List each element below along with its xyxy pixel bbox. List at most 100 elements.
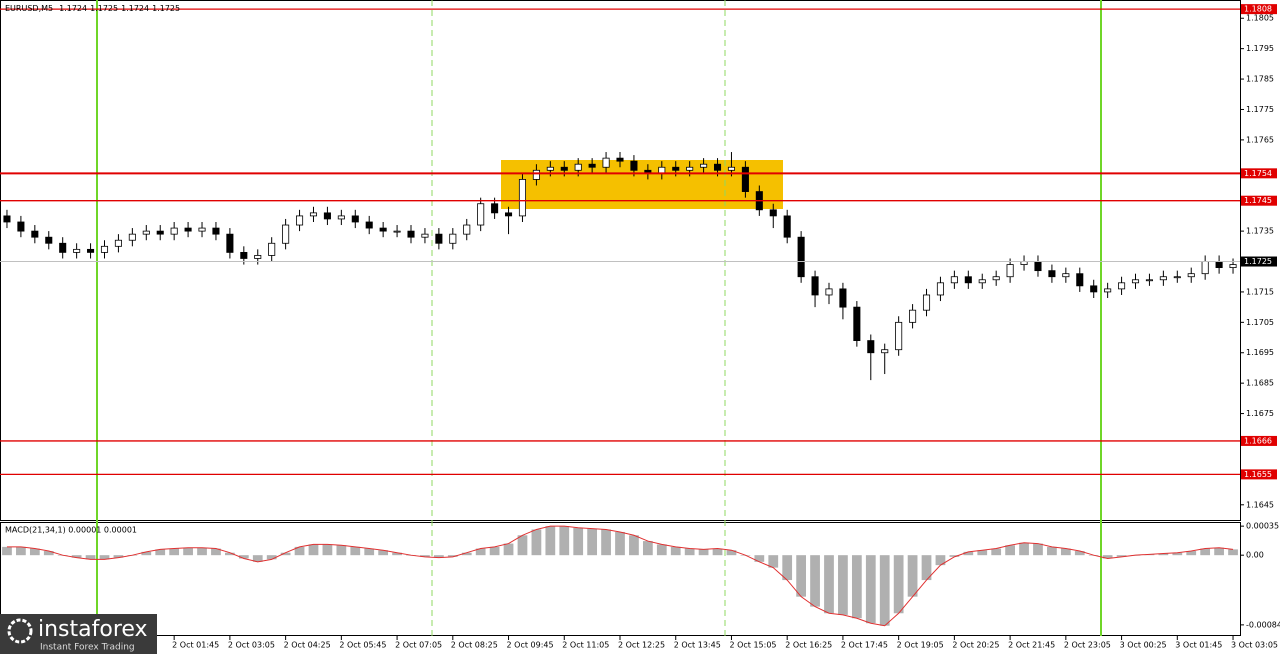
macd-bar — [768, 555, 779, 568]
candle-body — [936, 282, 944, 296]
candle-body — [282, 224, 290, 244]
macd-bar — [336, 545, 347, 556]
header-value: 1.1724 — [59, 4, 87, 13]
macd-bar — [559, 526, 570, 556]
candle-body — [1090, 285, 1098, 293]
macd-bar — [1019, 542, 1029, 556]
macd-bar — [169, 548, 180, 556]
candle-body — [700, 163, 708, 168]
macd-bar — [712, 548, 723, 556]
macd-bar — [113, 555, 124, 558]
y-tick-label: 1.1775 — [1246, 105, 1274, 114]
y-tick-label: 1.1735 — [1246, 227, 1274, 236]
x-tick-label: 2 Oct 11:05 — [562, 641, 609, 650]
macd-bar — [434, 555, 444, 558]
x-tick-label: 3 Oct 00:25 — [1120, 641, 1167, 650]
macd-bar — [573, 527, 584, 556]
macd-bar — [949, 555, 960, 557]
candle-body — [1215, 261, 1223, 269]
candle-body — [421, 233, 429, 238]
macd-bar — [475, 548, 486, 556]
candle-body — [811, 276, 819, 296]
macd-bar — [197, 547, 207, 556]
candle-body — [198, 227, 206, 232]
candle-body — [686, 166, 694, 171]
macd-bar — [991, 548, 1002, 556]
candle-body — [1187, 273, 1195, 278]
macd-bar — [893, 555, 904, 614]
macd-bar — [294, 546, 305, 556]
candle-body — [825, 288, 833, 296]
y-tick-label: 1.1765 — [1246, 135, 1274, 144]
x-tick-label: 2 Oct 09:45 — [507, 641, 554, 650]
candle-body — [1118, 282, 1126, 290]
candle-body — [588, 163, 596, 168]
macd-bar — [921, 555, 932, 581]
macd-panel-border — [0, 522, 1241, 636]
macd-bar — [545, 526, 556, 556]
last-price-label: 1.1725 — [1244, 257, 1272, 266]
macd-bar — [865, 555, 876, 624]
candle-body — [1048, 270, 1056, 278]
candle-body — [268, 242, 276, 256]
candle-body — [574, 163, 582, 171]
level-label-box — [1241, 195, 1277, 206]
header-value: 1.1725 — [152, 4, 180, 13]
macd-bar — [322, 544, 333, 556]
macd-bar — [364, 548, 375, 556]
candle-body — [407, 230, 415, 238]
candle-body — [1104, 288, 1112, 293]
candle-body — [505, 212, 513, 217]
macd-bar — [308, 544, 319, 556]
candle-body — [1145, 279, 1153, 282]
candle-body — [727, 166, 735, 171]
candle-body — [309, 212, 318, 217]
level-label: 1.1655 — [1244, 470, 1272, 479]
candle-body — [3, 215, 11, 223]
x-tick-label: 3 Oct 03:05 — [1231, 641, 1278, 650]
candle-body — [337, 215, 345, 220]
macd-bar — [238, 555, 249, 559]
y-tick-label: 1.1675 — [1246, 409, 1274, 418]
macd-bar — [1158, 553, 1169, 556]
x-tick-label: 2 Oct 15:05 — [729, 641, 776, 650]
x-tick-label: 3 Oct 01:45 — [1175, 641, 1222, 650]
macd-bar — [1102, 555, 1113, 559]
level-label-box — [1241, 435, 1277, 446]
candle-body — [616, 157, 624, 162]
candle-body — [797, 236, 805, 278]
candle-body — [449, 233, 457, 244]
candle-body — [73, 248, 81, 253]
x-tick-label: 2 Oct 16:25 — [785, 641, 832, 650]
candle-body — [100, 245, 109, 253]
y-tick-label: 1.1785 — [1246, 75, 1274, 84]
candle-body — [379, 227, 387, 232]
x-tick-label: 2 Oct 07:05 — [395, 641, 442, 650]
macd-bar — [378, 550, 389, 556]
candle-body — [1006, 264, 1014, 278]
candle-body — [45, 236, 53, 244]
macd-bar — [183, 547, 193, 556]
macd-signal — [6, 525, 1234, 627]
macd-bar — [810, 555, 820, 607]
last-price-box — [1241, 256, 1277, 267]
macd-bar — [754, 555, 765, 562]
macd-y-tick-label: 0.00035 — [1246, 522, 1279, 531]
x-tick-label: 2 Oct 08:25 — [451, 641, 498, 650]
chart-header: EURUSD,M5 1.1724 1.1725 1.1724 1.1725 — [5, 4, 180, 13]
macd-bar — [211, 548, 221, 556]
level-label: 1.1745 — [1244, 196, 1272, 205]
candle-body — [170, 227, 178, 235]
candle-body — [114, 239, 122, 247]
candle-body — [1034, 261, 1042, 272]
header-value: 1.1724 — [121, 4, 149, 13]
plot: 1.1805 1.1795 1.1785 1.1775 1.1765 1.1735 1.17… — [0, 4, 1280, 650]
x-tick-label: 2 Oct 19:05 — [897, 641, 944, 650]
y-tick-label: 1.1645 — [1246, 500, 1274, 509]
candle-body — [463, 224, 471, 235]
level-label-box — [1241, 168, 1277, 179]
candle-body — [1076, 273, 1084, 287]
candle-body — [602, 157, 610, 168]
candle-body — [254, 255, 262, 259]
macd-bar — [71, 555, 82, 558]
